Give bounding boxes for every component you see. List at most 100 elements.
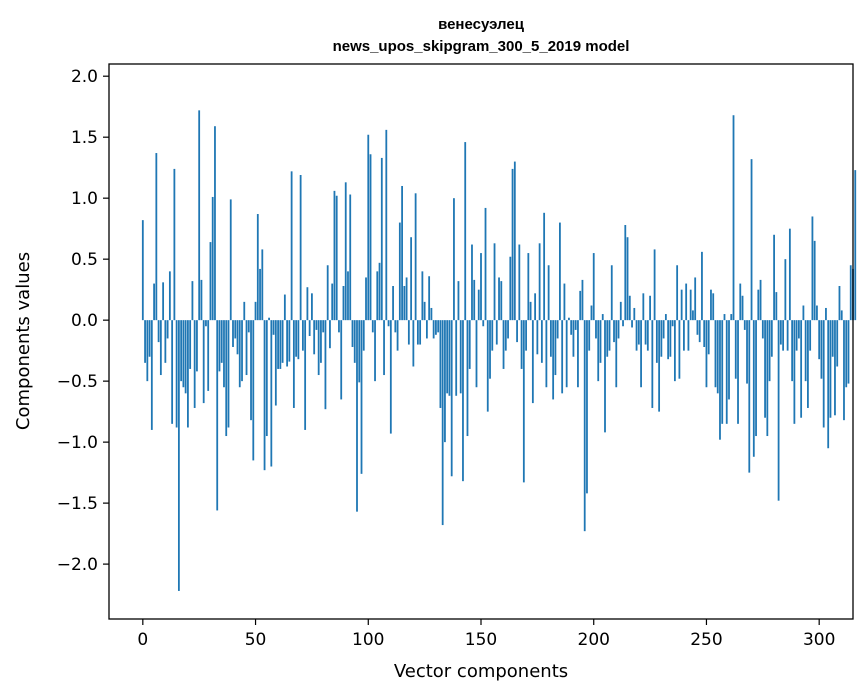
- bar: [561, 320, 564, 394]
- bar: [446, 320, 449, 394]
- bar: [459, 320, 462, 394]
- bar: [628, 295, 631, 321]
- bar: [784, 259, 787, 321]
- bar: [721, 320, 724, 424]
- bar: [813, 240, 816, 321]
- plot-frame: [108, 63, 854, 620]
- bar: [820, 320, 823, 379]
- bar: [435, 320, 437, 335]
- chart-subtitle: news_upos_skipgram_300_5_2019 model: [333, 38, 630, 55]
- bar: [412, 320, 415, 367]
- bar: [703, 320, 706, 347]
- bar: [353, 320, 356, 363]
- bar: [554, 320, 557, 376]
- bar: [225, 320, 228, 437]
- bar: [664, 314, 667, 321]
- bar: [245, 320, 248, 376]
- x-tick-label: 250: [690, 630, 722, 650]
- bar: [324, 320, 327, 410]
- bar: [613, 320, 615, 343]
- bar: [610, 265, 613, 321]
- bar: [441, 320, 444, 526]
- bar: [243, 301, 246, 321]
- bar: [838, 286, 841, 321]
- bar: [209, 242, 212, 321]
- bar: [599, 320, 602, 363]
- bar: [371, 320, 374, 333]
- x-tick-label: 50: [245, 630, 267, 650]
- bar: [286, 320, 289, 367]
- bar: [281, 320, 284, 363]
- bar: [315, 320, 318, 330]
- bar: [574, 320, 577, 330]
- bar: [714, 320, 717, 388]
- bar: [601, 314, 604, 321]
- bar: [710, 289, 712, 321]
- bar: [486, 320, 489, 412]
- bar: [579, 290, 582, 321]
- bar: [689, 289, 692, 321]
- bar: [511, 168, 514, 321]
- bar: [432, 320, 435, 339]
- x-tick-label: 150: [465, 630, 497, 650]
- bar: [389, 320, 392, 434]
- bar: [834, 320, 836, 416]
- bar: [687, 320, 690, 351]
- bar: [676, 265, 679, 321]
- bar: [423, 301, 426, 321]
- bar: [356, 320, 358, 512]
- bar: [615, 320, 618, 388]
- bar: [150, 320, 153, 430]
- bar: [840, 310, 843, 321]
- y-tick-label: 0.5: [71, 250, 98, 270]
- bar: [520, 320, 523, 369]
- bar: [288, 320, 291, 362]
- bar: [292, 320, 295, 408]
- bar: [701, 251, 703, 321]
- bar: [779, 320, 782, 345]
- bar: [164, 320, 167, 363]
- bar: [448, 320, 451, 396]
- bar: [338, 320, 340, 333]
- bar: [173, 168, 176, 321]
- bar: [468, 320, 471, 369]
- bar: [453, 198, 455, 321]
- bar: [509, 256, 512, 321]
- bar: [263, 320, 266, 471]
- bar: [518, 244, 521, 321]
- bar: [782, 320, 785, 351]
- bar: [637, 320, 640, 345]
- bar: [401, 185, 403, 321]
- x-axis-label: Vector components: [394, 661, 568, 682]
- bar: [304, 320, 307, 430]
- bar: [651, 320, 654, 408]
- bar: [761, 320, 764, 339]
- bar: [191, 281, 194, 321]
- bar: [705, 320, 708, 388]
- bar: [795, 320, 798, 351]
- bar: [673, 320, 676, 382]
- y-tick-label: 1.0: [71, 189, 98, 209]
- bar: [559, 222, 561, 321]
- bar: [719, 320, 721, 440]
- bar: [175, 320, 178, 428]
- bar: [540, 320, 543, 363]
- bar: [380, 157, 383, 321]
- bar: [809, 320, 812, 351]
- bar: [626, 237, 629, 321]
- bar: [527, 253, 530, 321]
- bar: [464, 142, 467, 321]
- bar: [193, 320, 196, 408]
- bar: [563, 283, 566, 321]
- bar: [698, 320, 701, 343]
- bar: [340, 320, 343, 400]
- bar: [646, 320, 649, 351]
- bar: [547, 265, 550, 321]
- bar: [495, 320, 498, 345]
- bar: [500, 281, 503, 321]
- bar: [414, 193, 417, 321]
- x-axis-ticks: 0 50 100 150 200 250 300: [137, 619, 835, 650]
- bar: [367, 134, 370, 321]
- bar: [685, 283, 688, 321]
- bar: [619, 301, 622, 321]
